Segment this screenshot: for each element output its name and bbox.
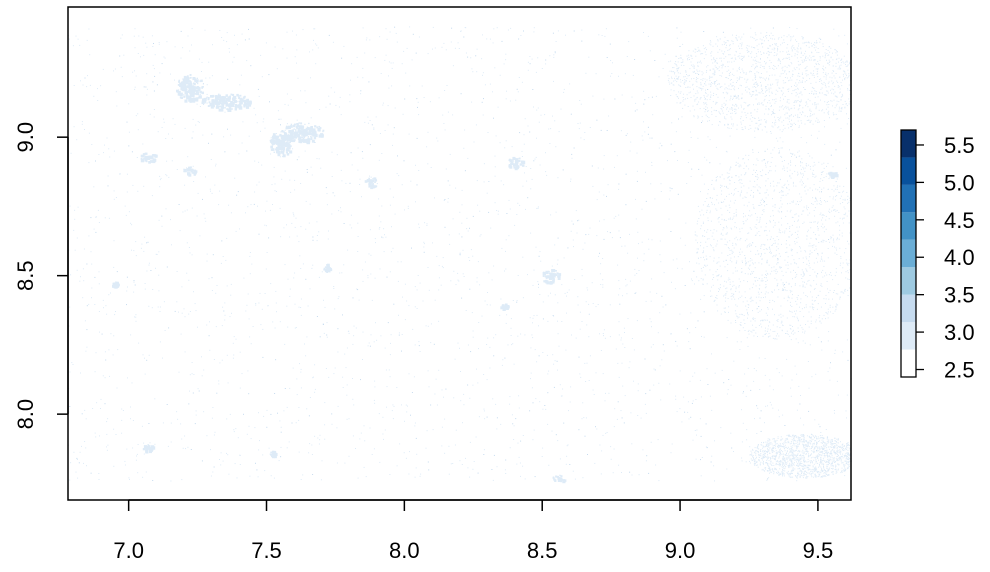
dense-area	[694, 147, 851, 340]
legend-tick-label: 3.5	[944, 283, 975, 308]
x-tick-label: 8.0	[389, 538, 420, 563]
settlement-cluster	[828, 171, 839, 179]
legend-swatch	[901, 130, 916, 158]
y-tick-label: 9.0	[13, 122, 38, 153]
legend-tick-label: 5.0	[944, 170, 975, 195]
settlement-cluster	[201, 93, 252, 112]
legend-frame	[900, 129, 917, 378]
settlement-cluster	[269, 131, 293, 158]
settlement-cluster	[364, 176, 378, 190]
x-tick-label: 9.5	[803, 538, 834, 563]
color-legend: 2.5 3.0 3.5 4.0 4.5 5.0 5.5	[900, 129, 975, 383]
settlement-cluster	[183, 166, 198, 177]
settlement-cluster	[508, 156, 526, 171]
x-tick-label: 7.5	[251, 538, 282, 563]
legend-swatch	[901, 267, 916, 295]
legend-tick-label: 5.5	[944, 133, 975, 158]
legend-swatch	[901, 294, 916, 323]
legend-swatch	[901, 322, 916, 350]
legend-swatch	[901, 212, 916, 240]
settlement-cluster	[500, 303, 510, 311]
legend-swatch	[901, 157, 916, 185]
dense-area	[667, 32, 851, 133]
y-axis: 8.0 8.5 9.0	[13, 122, 69, 430]
settlement-cluster	[280, 122, 325, 145]
x-axis: 7.0 7.5 8.0 8.5 9.0 9.5	[113, 499, 834, 563]
settlement-cluster	[112, 281, 120, 289]
legend-tick-label: 2.5	[944, 358, 975, 383]
y-tick-label: 8.5	[13, 260, 38, 291]
settlement-cluster	[552, 474, 567, 484]
x-tick-label: 9.0	[665, 538, 696, 563]
settlement-cluster	[542, 269, 562, 285]
settlement-cluster	[323, 263, 333, 273]
y-tick-label: 8.0	[13, 399, 38, 430]
settlement-cluster	[176, 74, 204, 103]
legend-swatch	[901, 239, 916, 268]
legend-tick-label: 4.0	[944, 245, 975, 270]
legend-swatch	[901, 349, 916, 377]
legend-tick-label: 4.5	[944, 208, 975, 233]
x-tick-label: 8.5	[527, 538, 558, 563]
settlement-cluster	[142, 444, 156, 454]
settlement-cluster	[269, 450, 278, 459]
settlement-cluster	[140, 152, 158, 164]
raster-layer	[68, 26, 852, 484]
legend-tick-label: 3.0	[944, 320, 975, 345]
raster-background	[68, 26, 851, 481]
dense-area	[749, 433, 851, 479]
x-tick-label: 7.0	[113, 538, 144, 563]
legend-swatch	[901, 184, 916, 213]
